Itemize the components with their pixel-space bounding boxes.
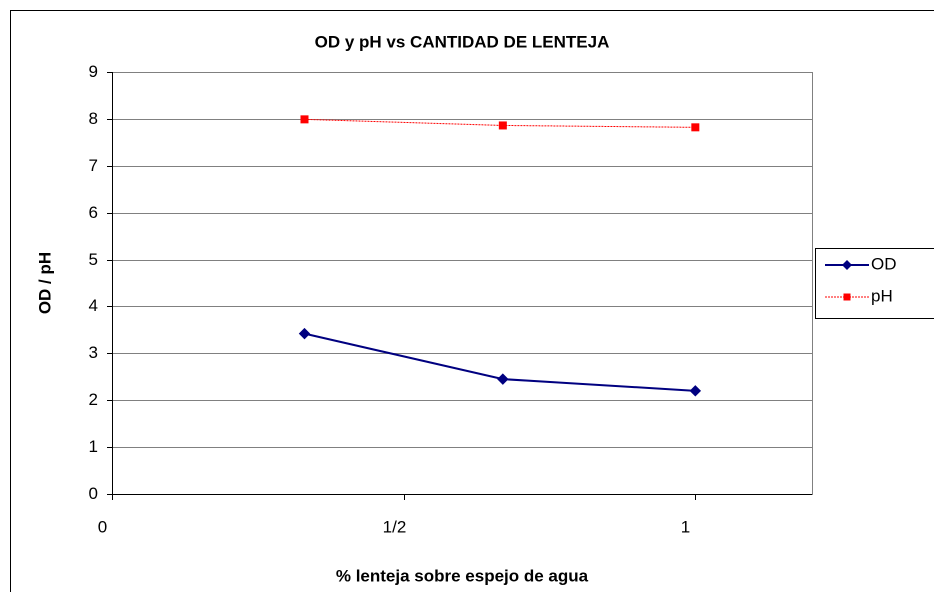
y-tick-label: 4	[89, 296, 98, 315]
y-tick-label: 9	[89, 62, 98, 81]
marker	[498, 121, 507, 130]
y-tick-label: 8	[89, 109, 98, 128]
legend-marker	[843, 293, 851, 301]
y-tick-label: 0	[89, 484, 98, 503]
y-tick-label: 3	[89, 343, 98, 362]
marker	[300, 115, 309, 124]
legend-marker	[842, 260, 852, 270]
marker	[691, 123, 700, 132]
legend-label: pH	[871, 286, 893, 305]
legend-label: OD	[871, 254, 897, 273]
legend-box	[815, 248, 934, 319]
x-tick-label: 1/2	[383, 517, 407, 536]
x-axis-title: % lenteja sobre espejo de agua	[336, 566, 589, 585]
x-tick-label: 0	[98, 517, 107, 536]
marker	[689, 385, 702, 397]
marker	[497, 373, 509, 385]
chart-title: OD y pH vs CANTIDAD DE LENTEJA	[315, 32, 610, 51]
y-tick-label: 7	[89, 156, 98, 175]
y-tick-label: 6	[89, 203, 98, 222]
x-tick-label: 1	[681, 517, 690, 536]
plot-border	[112, 72, 813, 495]
y-axis-title: OD / pH	[35, 252, 54, 314]
y-tick-label: 5	[89, 250, 98, 269]
y-tick-label: 1	[89, 437, 98, 456]
series-line	[304, 332, 696, 392]
marker	[298, 327, 311, 340]
y-tick-label: 2	[89, 390, 98, 409]
